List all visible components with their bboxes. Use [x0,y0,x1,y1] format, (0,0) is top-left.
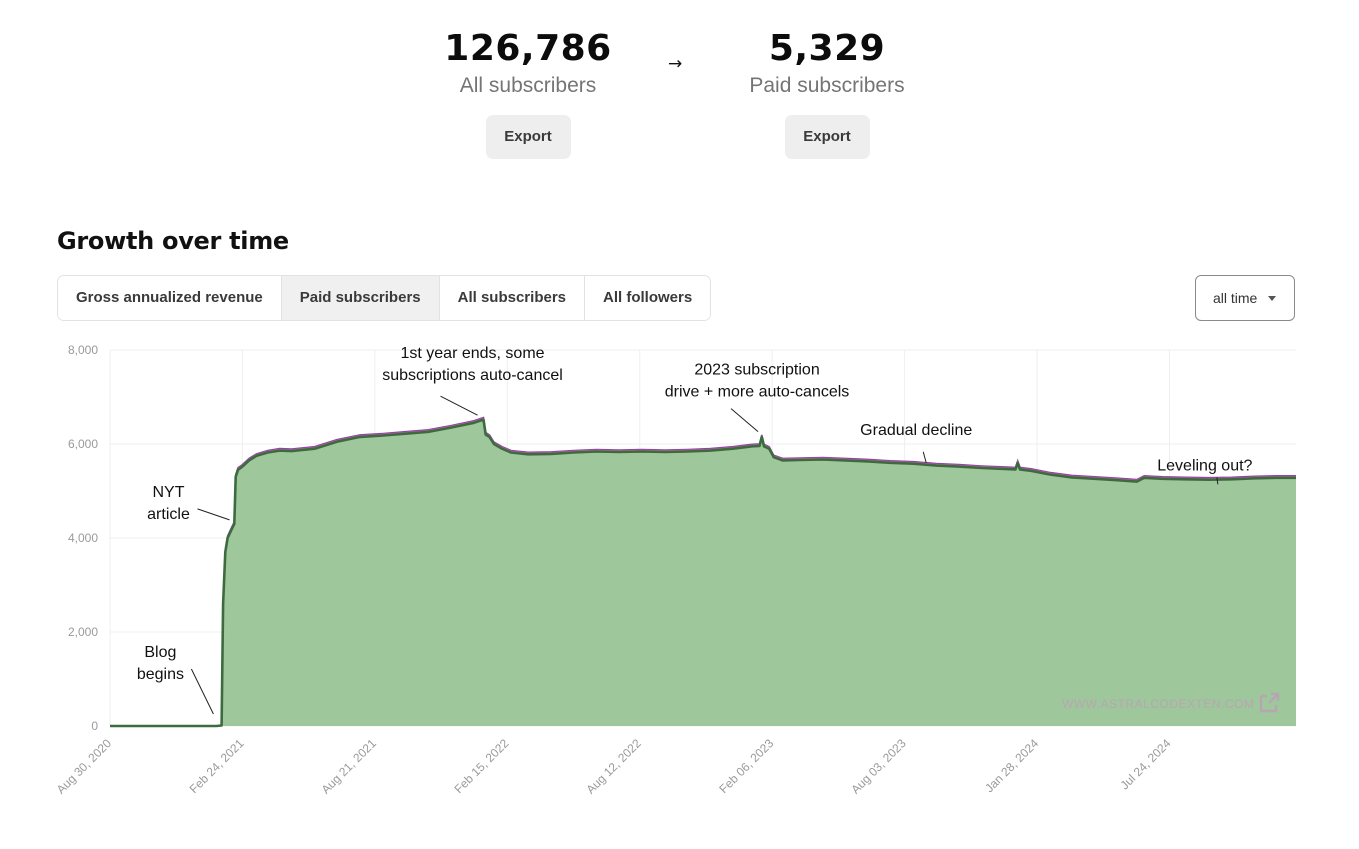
x-tick-label: Aug 12, 2022 [583,736,644,797]
tab-all-followers[interactable]: All followers [585,276,711,320]
x-tick-label: Feb 06, 2023 [716,736,776,796]
x-tick-label: Jan 28, 2024 [982,736,1041,795]
annotation-pointer [190,668,214,715]
x-tick-label: Feb 24, 2021 [187,736,247,796]
annotation-text: drive + more auto-cancels [665,384,850,401]
metric-tabs: Gross annualized revenue Paid subscriber… [57,275,712,321]
annotation-text: Blog [144,644,176,661]
y-tick-label: 2,000 [68,625,98,639]
y-tick-label: 6,000 [68,437,98,451]
x-tick-label: Jul 24, 2024 [1117,736,1173,792]
y-tick-label: 8,000 [68,343,98,357]
time-range-value: all time [1213,290,1258,306]
x-tick-label: Aug 30, 2020 [54,736,115,797]
annotation-pointer [197,508,230,521]
watermark: WWW.ASTRALCODEXTEN.COM [1062,692,1280,713]
paid-subscribers-count: 5,329 [768,28,886,69]
arrow-right-icon: → [668,54,683,74]
x-tick-label: Aug 03, 2023 [848,736,909,797]
growth-chart: 1st year ends, some subscriptions auto-ca… [54,343,1296,797]
annotation: NYT article [147,484,230,523]
tab-paid-subscribers[interactable]: Paid subscribers [281,276,440,320]
annotation: Leveling out? [1157,457,1253,485]
annotation: 1st year ends, some subscriptions auto-ca… [382,345,563,416]
annotation-text: subscriptions auto-cancel [382,367,563,384]
caret-down-icon [1268,296,1276,301]
export-paid-subscribers-button[interactable]: Export [784,115,870,159]
external-link-icon[interactable] [1259,692,1280,713]
annotation-pointer [1216,477,1219,485]
annotation-text: NYT [153,484,185,501]
annotation-text: 2023 subscription [694,362,819,379]
annotation-text: begins [137,666,184,683]
annotation: Blog begins [137,644,214,715]
paid-subscribers-stat: 5,329 Paid subscribers Export [707,26,947,159]
annotation-text: article [147,506,190,523]
tab-gross-annualized-revenue[interactable]: Gross annualized revenue [58,276,282,320]
y-tick-label: 0 [91,719,98,733]
paid-subscribers-line [110,418,1296,728]
paid-subscribers-area [110,419,1296,726]
all-subscribers-stat: 126,786 All subscribers Export [408,26,648,159]
watermark-text: WWW.ASTRALCODEXTEN.COM [1062,697,1254,711]
all-subscribers-count: 126,786 [444,28,612,69]
upper-series-line [110,416,1296,727]
export-all-subscribers-button[interactable]: Export [485,115,571,159]
annotation-pointer [440,395,478,416]
section-title: Growth over time [57,227,289,255]
annotation-pointer [922,451,927,463]
paid-subscribers-label: Paid subscribers [749,74,905,97]
annotation: Gradual decline [860,422,972,463]
y-tick-label: 4,000 [68,531,98,545]
annotation: 2023 subscription drive + more auto-cance… [665,362,850,432]
time-range-select[interactable]: all time [1195,275,1295,321]
x-tick-label: Feb 15, 2022 [452,736,512,796]
annotation-text: Leveling out? [1157,457,1252,474]
annotation-text: 1st year ends, some [400,345,544,362]
all-subscribers-label: All subscribers [459,74,597,97]
x-tick-label: Aug 21, 2021 [319,736,380,797]
tab-all-subscribers[interactable]: All subscribers [439,276,586,320]
annotation-text: Gradual decline [860,422,972,439]
annotation-pointer [730,408,759,432]
